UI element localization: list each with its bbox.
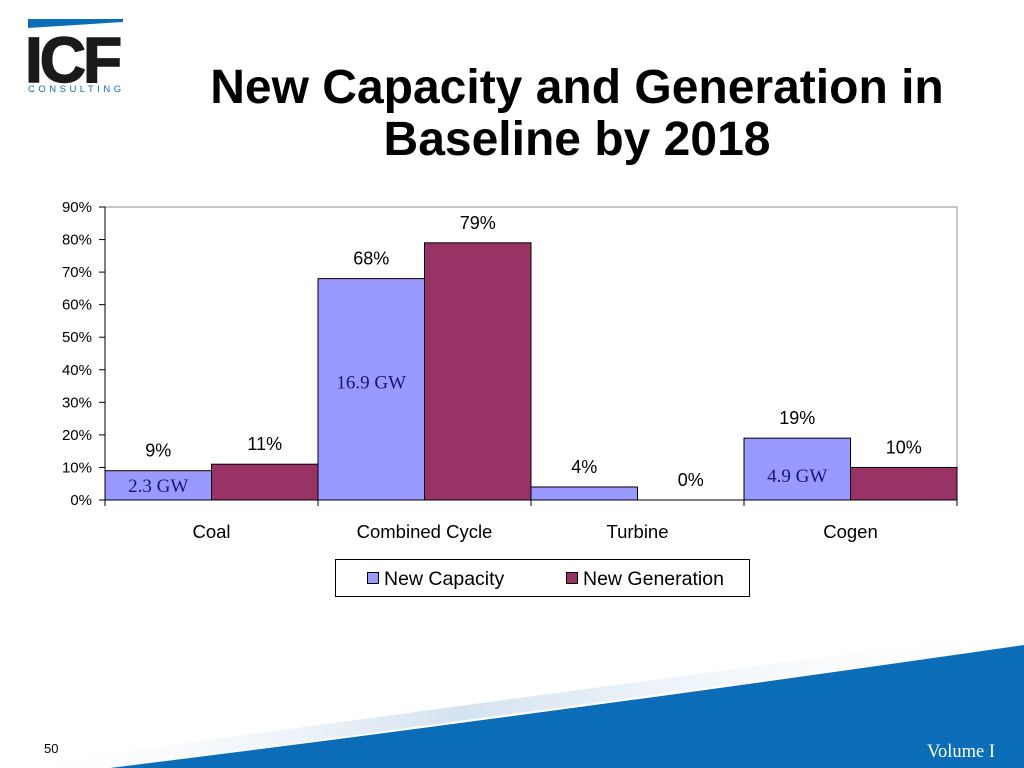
bar-new-generation-cogen bbox=[850, 466, 958, 501]
bar-new-capacity-turbine bbox=[530, 486, 638, 501]
legend: New Capacity New Generation bbox=[335, 559, 750, 597]
y-tick-label: 30% bbox=[62, 394, 92, 411]
volume-label: Volume I bbox=[926, 742, 995, 762]
x-tick-label-cogen: Cogen bbox=[823, 521, 878, 542]
bar-new-generation-combined-cycle bbox=[424, 242, 532, 501]
y-tick-label: 50% bbox=[62, 329, 92, 346]
value-label-new-generation-cogen: 10% bbox=[886, 437, 922, 457]
legend-label-new-capacity: New Capacity bbox=[384, 568, 505, 590]
swoosh-band bbox=[110, 645, 1024, 768]
y-tick-label: 80% bbox=[62, 232, 92, 249]
swoosh-highlight bbox=[0, 630, 1024, 768]
slide-title: New Capacity and Generation in Baseline … bbox=[210, 61, 944, 166]
x-tick-label-coal: Coal bbox=[192, 521, 230, 542]
logo-wordmark: ICF bbox=[25, 24, 120, 96]
page-number: 50 bbox=[44, 741, 59, 756]
value-label-new-capacity-turbine: 4% bbox=[571, 457, 597, 477]
y-tick-label: 70% bbox=[62, 264, 92, 281]
bar-inner-labels: 2.3 GW 16.9 GW 4.9 GW bbox=[128, 373, 827, 497]
y-axis-ticks: 0% 10% 20% 30% 40% 50% 60% 70% 80% 90% bbox=[62, 199, 105, 509]
value-label-new-capacity-coal: 9% bbox=[145, 441, 171, 461]
legend-label-new-generation: New Generation bbox=[583, 568, 724, 590]
value-label-new-capacity-combined-cycle: 68% bbox=[353, 249, 389, 269]
x-axis-ticks bbox=[104, 500, 958, 506]
legend-box bbox=[335, 559, 750, 597]
value-label-new-generation-turbine: 0% bbox=[678, 470, 704, 490]
value-label-new-generation-combined-cycle: 79% bbox=[460, 213, 496, 233]
bar-new-generation-coal bbox=[211, 463, 319, 501]
value-labels: 9% 11% 68% 79% 4% 0% 19% 10% bbox=[145, 213, 922, 490]
legend-swatch-new-capacity bbox=[367, 572, 379, 584]
footer-swoosh bbox=[0, 630, 1024, 768]
bar-new-capacity-cogen bbox=[743, 437, 851, 501]
bars bbox=[104, 242, 958, 501]
x-tick-label-turbine: Turbine bbox=[606, 521, 668, 542]
logo-swoosh bbox=[28, 19, 123, 28]
value-label-new-capacity-cogen: 19% bbox=[779, 408, 815, 428]
capacity-annotation-combined-cycle: 16.9 GW bbox=[336, 373, 406, 394]
y-tick-label: 0% bbox=[70, 492, 92, 509]
capacity-annotation-cogen: 4.9 GW bbox=[767, 466, 827, 487]
y-tick-label: 90% bbox=[62, 199, 92, 216]
icf-consulting-logo: ICF CONSULTING bbox=[24, 19, 125, 97]
y-tick-label: 20% bbox=[62, 427, 92, 444]
value-label-new-generation-coal: 11% bbox=[247, 434, 282, 454]
capacity-annotation-coal: 2.3 GW bbox=[128, 476, 188, 497]
bar-chart: 2.3 GW 16.9 GW 4.9 GW 9% 11% 68% 79% 4% 0% 19% 10… bbox=[62, 199, 958, 597]
logo-tagline: CONSULTING bbox=[28, 84, 125, 95]
y-tick-label: 10% bbox=[62, 459, 92, 476]
legend-swatch-new-generation bbox=[566, 572, 578, 584]
bar-new-capacity-combined-cycle bbox=[317, 278, 425, 501]
y-tick-label: 40% bbox=[62, 362, 92, 379]
x-axis-labels: Coal Combined Cycle Turbine Cogen bbox=[192, 521, 877, 542]
y-tick-label: 60% bbox=[62, 297, 92, 314]
x-tick-label-combined-cycle: Combined Cycle bbox=[357, 521, 493, 542]
